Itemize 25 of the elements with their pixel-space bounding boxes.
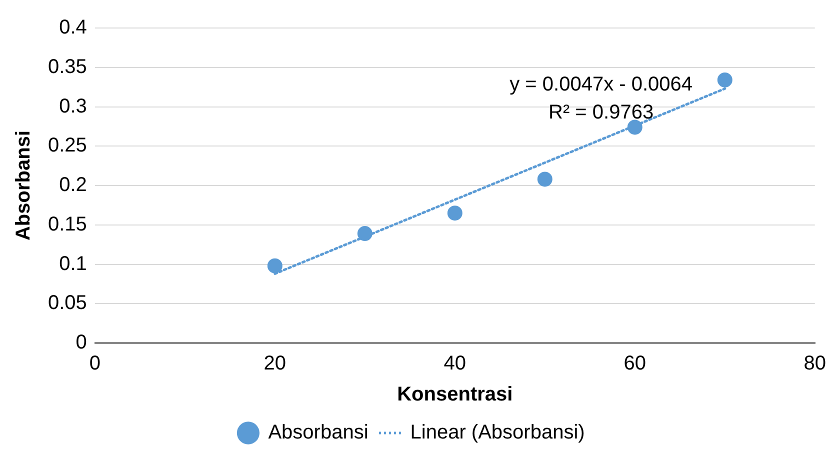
- y-tick-label: 0: [76, 332, 87, 354]
- y-tick-label: 0.4: [59, 16, 87, 39]
- y-tick-label: 0.25: [48, 134, 87, 157]
- y-tick-label: 0.05: [48, 292, 87, 314]
- point: [537, 172, 552, 187]
- annotation: y = 0.0047x - 0.0064: [510, 74, 693, 96]
- point: [357, 226, 372, 242]
- x-tick-label: 20: [264, 352, 286, 375]
- y-axis-title: Absorbansi: [12, 130, 35, 241]
- point: [627, 120, 642, 135]
- legend-label: Absorbansi: [268, 422, 368, 444]
- point: [447, 206, 462, 221]
- y-tick-label: 0.3: [59, 95, 87, 118]
- x-tick-label: 40: [444, 352, 466, 375]
- x-tick-label: 60: [624, 352, 646, 375]
- y-tick-label: 0.2: [59, 174, 87, 196]
- y-tick-label: 0.1: [59, 252, 87, 275]
- x-axis-title: Konsentrasi: [397, 384, 513, 406]
- y-tick-label: 0.15: [48, 213, 87, 236]
- legend-label: Linear (Absorbansi): [410, 422, 585, 444]
- x-tick-label: 80: [804, 352, 826, 375]
- annotation: R² = 0.9763: [548, 102, 654, 124]
- y-tick-label: 0.35: [48, 56, 87, 78]
- point: [267, 258, 282, 274]
- point: [717, 72, 732, 88]
